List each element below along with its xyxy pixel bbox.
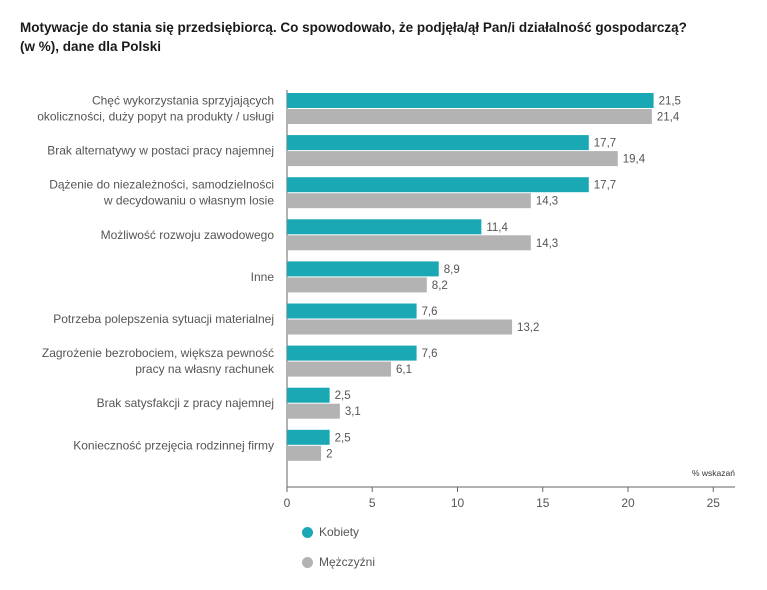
data-label: 13,2 bbox=[517, 322, 539, 334]
data-label: 8,2 bbox=[432, 280, 448, 292]
bar-kobiety bbox=[287, 219, 482, 235]
category-label: okoliczności, duży popyt na produkty / u… bbox=[37, 110, 274, 124]
category-label: Inne bbox=[251, 270, 275, 284]
chart-title: Motywacje do stania się przedsiębiorcą. … bbox=[20, 18, 750, 56]
bar-mezczyzni bbox=[287, 151, 618, 167]
category-label: Chęć wykorzystania sprzyjających bbox=[92, 94, 274, 108]
category-label: Brak satysfakcji z pracy najemnej bbox=[97, 396, 274, 410]
bar-kobiety bbox=[287, 261, 439, 277]
data-label: 11,4 bbox=[486, 222, 508, 234]
data-label: 14,3 bbox=[536, 238, 558, 250]
data-label: 3,1 bbox=[345, 406, 361, 418]
bar-mezczyzni bbox=[287, 109, 652, 124]
bar-mezczyzni bbox=[287, 361, 392, 377]
bar-mezczyzni bbox=[287, 235, 531, 251]
category-label: Potrzeba polepszenia sytuacji materialne… bbox=[53, 312, 274, 326]
bar-mezczyzni bbox=[287, 193, 531, 209]
legend-label-kobiety: Kobiety bbox=[319, 525, 360, 539]
bar-kobiety bbox=[287, 387, 330, 403]
bar-kobiety bbox=[287, 345, 417, 361]
category-label: Możliwość rozwoju zawodowego bbox=[101, 228, 275, 242]
bar-mezczyzni bbox=[287, 445, 322, 461]
data-label: 17,7 bbox=[594, 180, 616, 192]
bar-kobiety bbox=[287, 429, 330, 445]
legend-item-kobiety: Kobiety bbox=[302, 525, 359, 539]
data-label: 8,9 bbox=[444, 264, 460, 276]
data-label: 14,3 bbox=[536, 196, 558, 208]
legend-swatch-kobiety bbox=[302, 526, 313, 538]
bar-kobiety bbox=[287, 93, 654, 108]
data-label: 7,6 bbox=[422, 306, 438, 318]
data-label: 2,5 bbox=[335, 432, 351, 444]
title-line-2: (w %), dane dla Polski bbox=[20, 39, 162, 54]
bar-kobiety bbox=[287, 177, 589, 193]
category-label: Brak alternatywy w postaci pracy najemne… bbox=[47, 144, 274, 158]
data-label: 21,5 bbox=[659, 96, 681, 108]
x-tick-label: 20 bbox=[621, 496, 635, 510]
bar-mezczyzni bbox=[287, 277, 427, 293]
data-label: 21,4 bbox=[657, 112, 680, 124]
x-tick-label: 5 bbox=[369, 496, 376, 510]
x-tick-label: 10 bbox=[451, 496, 465, 510]
data-label: 2,5 bbox=[335, 390, 351, 402]
data-label: 6,1 bbox=[396, 364, 412, 376]
bar-mezczyzni bbox=[287, 403, 340, 419]
legend-item-mezczyzni: Mężczyźni bbox=[302, 555, 375, 569]
data-label: 19,4 bbox=[623, 154, 646, 166]
category-label: Zagrożenie bezrobociem, większa pewność bbox=[42, 346, 274, 360]
category-label: pracy na własny rachunek bbox=[135, 362, 275, 376]
legend-swatch-mezczyzni bbox=[302, 556, 313, 568]
x-tick-label: 25 bbox=[707, 496, 721, 510]
data-label: 7,6 bbox=[422, 348, 438, 360]
legend-label-mezczyzni: Mężczyźni bbox=[319, 555, 376, 569]
x-tick-label: 15 bbox=[536, 496, 550, 510]
x-tick-label: 0 bbox=[284, 496, 291, 510]
title-line-1: Motywacje do stania się przedsiębiorcą. … bbox=[20, 20, 687, 35]
category-label: Dążenie do niezależności, samodzielności bbox=[49, 178, 274, 192]
x-axis-unit-label: % wskazań bbox=[692, 468, 735, 478]
category-label: Konieczność przejęcia rodzinnej firmy bbox=[73, 438, 274, 452]
bar-mezczyzni bbox=[287, 319, 513, 335]
category-label: w decydowaniu o własnym losie bbox=[103, 194, 274, 208]
bar-kobiety bbox=[287, 303, 417, 319]
data-label: 2 bbox=[326, 448, 332, 460]
data-label: 17,7 bbox=[594, 138, 616, 150]
bar-kobiety bbox=[287, 135, 589, 151]
